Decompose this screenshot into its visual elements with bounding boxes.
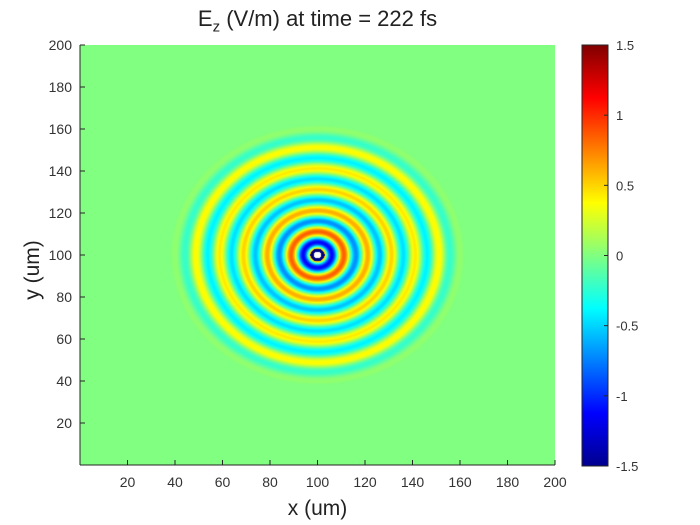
- x-tick-label: 140: [401, 474, 425, 490]
- colorbar-tick-label: 1.5: [616, 38, 634, 53]
- title-rest: (V/m) at time = 222 fs: [220, 6, 438, 31]
- x-ticks: 20 40 60 80 100 120 140 160 180 200: [120, 460, 567, 490]
- y-tick-label: 40: [56, 373, 72, 389]
- y-tick-label: 160: [49, 121, 73, 137]
- colorbar-ticks: 1.5 1 0.5 0 -0.5 -1 -1.5: [604, 38, 638, 474]
- colorbar-tick-label: -0.5: [616, 319, 638, 334]
- colorbar-tick-label: 0: [616, 249, 623, 264]
- title-subscript: z: [212, 18, 221, 36]
- x-tick-label: 20: [120, 474, 136, 490]
- colorbar-tick-label: 0.5: [616, 178, 634, 193]
- x-tick-label: 100: [306, 474, 330, 490]
- x-tick-label: 180: [496, 474, 520, 490]
- colorbar-tick-label: 1: [616, 108, 623, 123]
- y-tick-label: 60: [56, 331, 72, 347]
- x-tick-label: 40: [167, 474, 183, 490]
- x-tick-label: 80: [262, 474, 278, 490]
- x-tick-label: 120: [353, 474, 377, 490]
- y-ticks: 20 40 60 80 100 120 140 160 180 200: [49, 37, 85, 431]
- y-tick-label: 200: [49, 37, 73, 53]
- y-tick-label: 20: [56, 415, 72, 431]
- x-tick-label: 160: [448, 474, 472, 490]
- heatmap-plot-area: [80, 45, 555, 465]
- colorbar-tick-label: -1: [616, 389, 628, 404]
- y-tick-label: 120: [49, 205, 73, 221]
- colorbar: [581, 44, 609, 467]
- colorbar-tick-label: -1.5: [616, 459, 638, 474]
- heatmap-image: [80, 45, 555, 465]
- y-tick-label: 180: [49, 79, 73, 95]
- y-tick-label: 80: [56, 289, 72, 305]
- chart-title: Ez (V/m) at time = 222 fs: [80, 6, 555, 35]
- y-tick-label: 100: [49, 247, 73, 263]
- x-axis-label: x (um): [287, 497, 348, 520]
- title-main: E: [197, 6, 213, 31]
- y-tick-label: 140: [49, 163, 73, 179]
- x-tick-label: 200: [543, 474, 567, 490]
- x-tick-label: 60: [215, 474, 231, 490]
